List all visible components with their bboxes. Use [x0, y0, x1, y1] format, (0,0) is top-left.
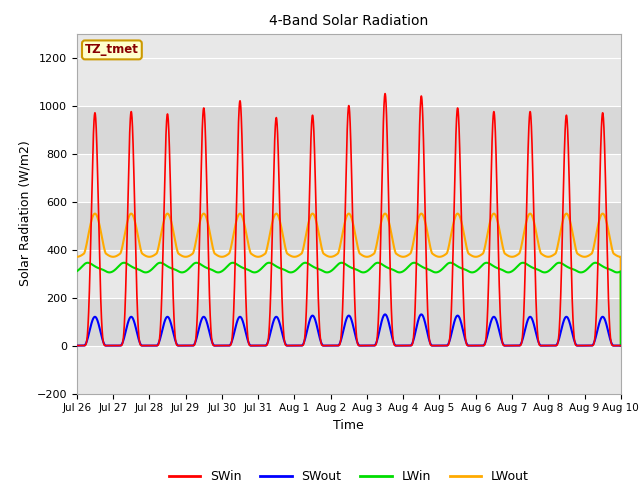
- Bar: [77, 58, 621, 106]
- Bar: [77, 298, 621, 346]
- Y-axis label: Solar Radiation (W/m2): Solar Radiation (W/m2): [18, 141, 31, 287]
- Title: 4-Band Solar Radiation: 4-Band Solar Radiation: [269, 14, 428, 28]
- Bar: [77, 250, 621, 298]
- Bar: [77, 106, 621, 154]
- Bar: [77, 202, 621, 250]
- Text: TZ_tmet: TZ_tmet: [85, 43, 139, 56]
- Bar: [77, 154, 621, 202]
- Legend: SWin, SWout, LWin, LWout: SWin, SWout, LWin, LWout: [164, 465, 534, 480]
- X-axis label: Time: Time: [333, 419, 364, 432]
- Bar: [77, 346, 621, 394]
